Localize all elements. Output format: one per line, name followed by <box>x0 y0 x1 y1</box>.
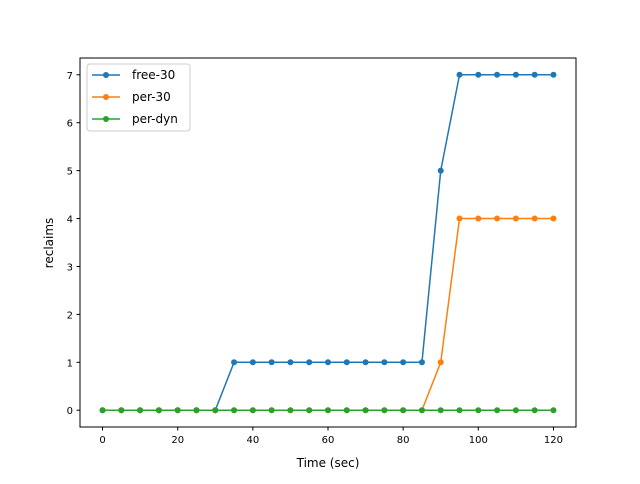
data-point <box>512 407 519 414</box>
x-axis-label: Time (sec) <box>296 456 360 470</box>
x-tick-label: 100 <box>469 435 488 446</box>
data-point <box>287 359 294 366</box>
data-point <box>249 407 256 414</box>
data-point <box>531 71 538 78</box>
data-point <box>512 71 519 78</box>
data-point <box>512 215 519 222</box>
legend-label: free-30 <box>132 68 175 82</box>
data-point <box>437 407 444 414</box>
data-point <box>155 407 162 414</box>
data-point <box>306 359 313 366</box>
data-point <box>212 407 219 414</box>
data-point <box>418 359 425 366</box>
data-point <box>456 71 463 78</box>
data-point <box>475 71 482 78</box>
x-tick-label: 60 <box>322 435 335 446</box>
y-tick-label: 0 <box>67 406 73 417</box>
x-tick-label: 80 <box>397 435 410 446</box>
data-point <box>475 407 482 414</box>
x-tick-label: 40 <box>246 435 259 446</box>
data-point <box>531 215 538 222</box>
y-tick-label: 4 <box>67 215 73 226</box>
y-tick-label: 1 <box>67 358 73 369</box>
data-point <box>118 407 125 414</box>
data-point <box>550 407 557 414</box>
data-point <box>456 407 463 414</box>
y-axis: 0 1 2 3 4 5 6 7 <box>67 71 80 417</box>
series-per-dyn <box>99 407 557 414</box>
data-point <box>381 359 388 366</box>
data-point <box>231 407 238 414</box>
legend-label: per-30 <box>132 90 171 104</box>
data-point <box>362 407 369 414</box>
legend-item-per-dyn: per-dyn <box>92 112 178 126</box>
data-point <box>381 407 388 414</box>
data-point <box>193 407 200 414</box>
data-point <box>268 407 275 414</box>
x-tick-label: 20 <box>171 435 184 446</box>
data-point <box>494 71 501 78</box>
data-point <box>531 407 538 414</box>
x-axis: 0 20 40 60 80 100 120 <box>99 427 563 446</box>
data-point <box>137 407 144 414</box>
data-point <box>325 407 331 414</box>
x-tick-label: 120 <box>544 435 563 446</box>
data-point <box>475 215 482 222</box>
legend-marker <box>103 94 109 100</box>
y-axis-label: reclaims <box>42 218 56 269</box>
data-point <box>174 407 181 414</box>
data-point <box>550 215 557 222</box>
y-tick-label: 2 <box>67 310 73 321</box>
data-point <box>287 407 294 414</box>
data-point <box>494 407 501 414</box>
legend: free-30 per-30 per-dyn <box>86 63 191 132</box>
legend-marker <box>103 116 109 122</box>
y-tick-label: 7 <box>67 71 73 82</box>
plot-area <box>99 71 557 414</box>
data-point <box>306 407 313 414</box>
legend-item-free-30: free-30 <box>92 68 175 82</box>
data-point <box>418 407 425 414</box>
data-point <box>325 359 331 366</box>
data-point <box>494 215 501 222</box>
y-tick-label: 5 <box>67 167 73 178</box>
x-tick-label: 0 <box>99 435 105 446</box>
data-point <box>400 407 407 414</box>
legend-box <box>86 63 191 132</box>
data-point <box>456 215 463 222</box>
data-point <box>231 359 238 366</box>
legend-item-per-30: per-30 <box>92 90 171 104</box>
legend-marker <box>103 72 109 78</box>
y-tick-label: 3 <box>67 262 73 273</box>
y-tick-label: 6 <box>67 119 73 130</box>
series-per-30 <box>99 215 557 414</box>
data-point <box>99 407 106 414</box>
data-point <box>343 407 350 414</box>
legend-label: per-dyn <box>132 112 178 126</box>
data-point <box>249 359 256 366</box>
series-line <box>102 217 554 411</box>
data-point <box>362 359 369 366</box>
data-point <box>437 359 444 366</box>
data-point <box>437 167 444 174</box>
data-point <box>268 359 275 366</box>
data-point <box>550 71 557 78</box>
data-point <box>343 359 350 366</box>
data-point <box>400 359 407 366</box>
